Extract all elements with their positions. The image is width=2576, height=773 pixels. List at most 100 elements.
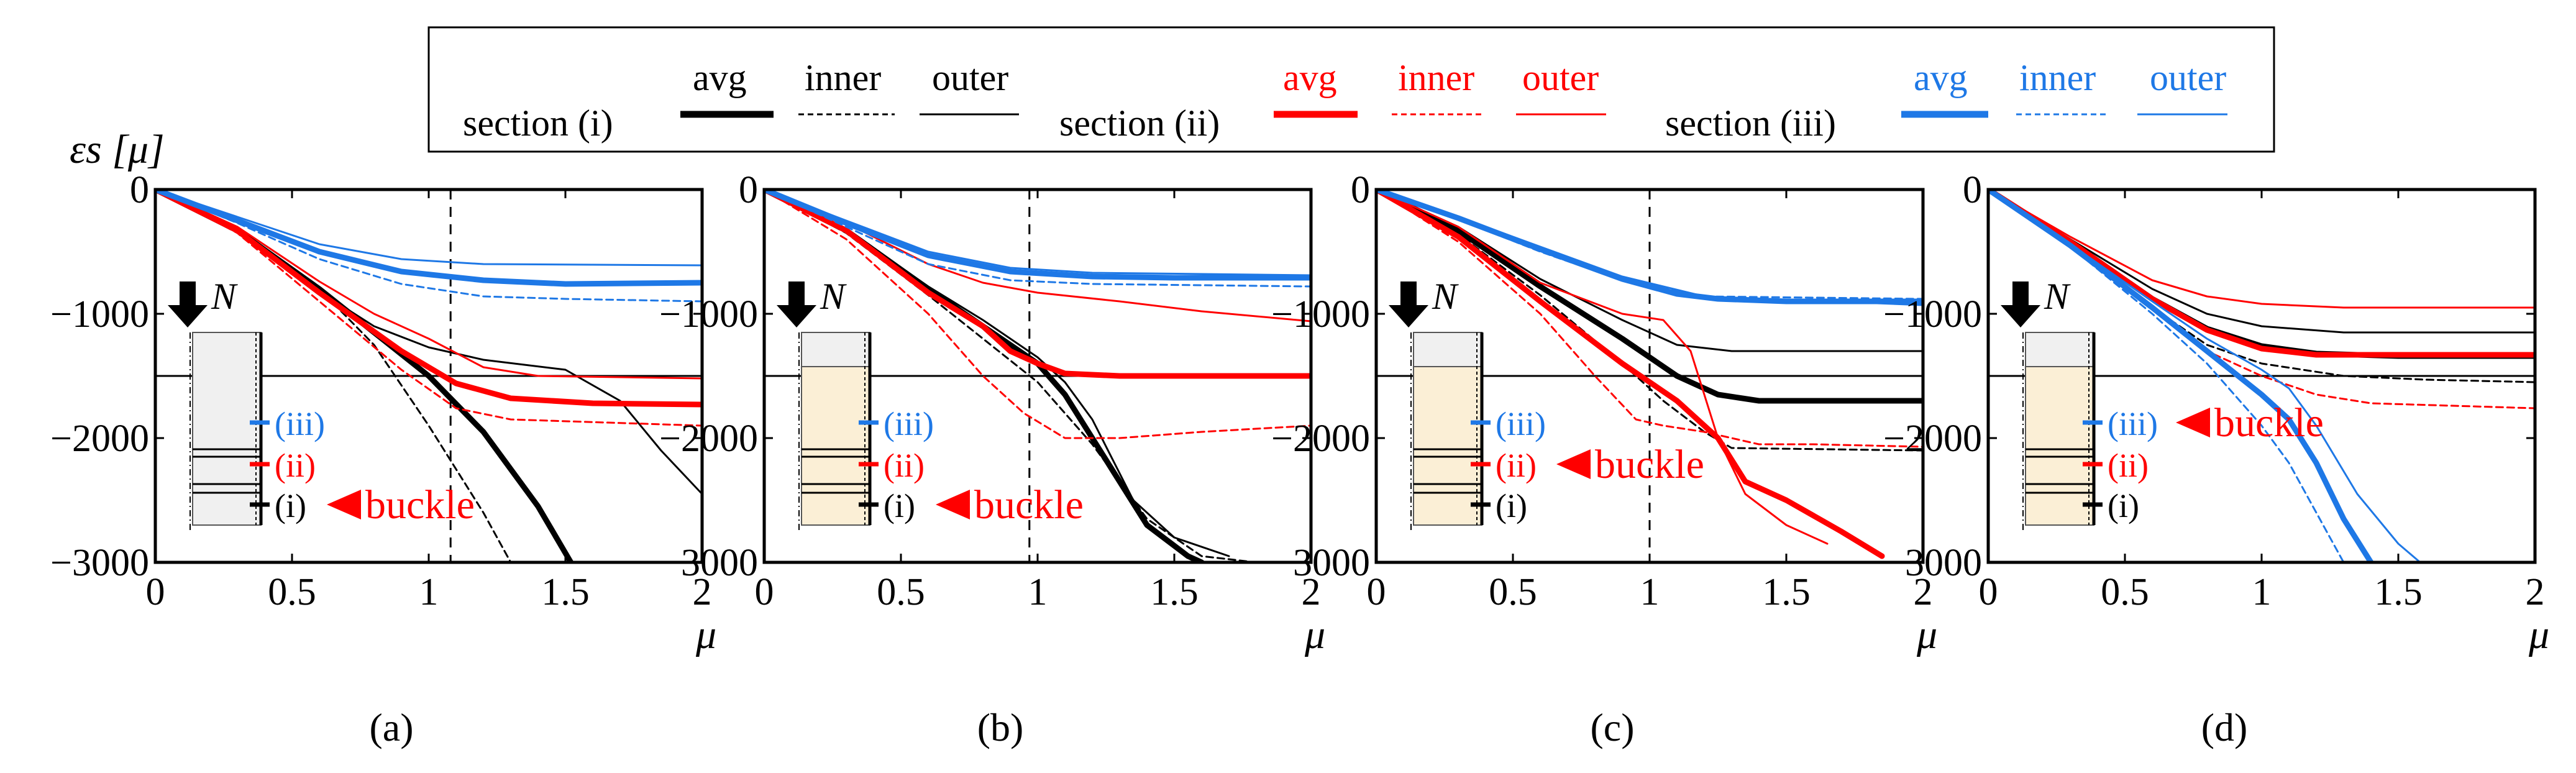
legend-section-iii-inner: inner — [2019, 57, 2096, 98]
x-tick-label: 0.5 — [877, 571, 925, 613]
y-tick-label: −1000 — [50, 293, 149, 336]
series-ii-inner — [1376, 190, 1923, 448]
x-tick-label: 0 — [1367, 571, 1386, 613]
series-iii-outer — [1988, 190, 2421, 562]
x-tick-label: 0 — [755, 571, 774, 613]
wall-inset: N (iii) (ii)(i) buckle — [777, 276, 1084, 530]
x-tick-label: 0.5 — [268, 571, 316, 613]
series-ii-avg — [764, 190, 1311, 379]
series-ii-inner — [764, 190, 1311, 439]
y-tick-label: −2000 — [1883, 418, 1982, 460]
legend-section-ii-label: section (ii) — [1059, 103, 1220, 144]
y-tick-label: 0 — [1963, 169, 1982, 211]
section-i-label: (i) — [1496, 487, 1527, 524]
wall-body — [1413, 366, 1482, 526]
buckle-label: buckle — [2214, 400, 2324, 446]
x-tick-label: 0 — [146, 571, 165, 613]
y-tick-label: −2000 — [1271, 418, 1370, 460]
y-tick-label: −1000 — [659, 293, 758, 336]
series-iii-avg — [764, 190, 1311, 281]
x-tick-label: 2 — [1914, 571, 1933, 613]
buckle-label: buckle — [365, 482, 475, 528]
wall-inset: N (iii) (ii) buckle (i) — [1389, 276, 1704, 530]
section-ii-label: (ii) — [884, 447, 925, 484]
x-tick-label: 1 — [419, 571, 439, 613]
x-tick-label: 2 — [2526, 571, 2545, 613]
y-tick-label: −3000 — [1883, 542, 1982, 584]
load-label: N — [820, 276, 847, 317]
y-tick-label: 0 — [130, 169, 149, 211]
load-arrow-head — [777, 305, 816, 327]
y-tick-label: −1000 — [1883, 293, 1982, 336]
x-tick-label: 1.5 — [541, 571, 590, 613]
y-tick-label: 0 — [739, 169, 758, 211]
panel-b: 0 0.5 1 1.5 2 0 −1000 −2000 −3000 μ (b) N (iii) (ii)(… — [659, 169, 1325, 749]
y-tick-label: −3000 — [50, 542, 149, 584]
wall-body — [801, 366, 870, 526]
wall-inset: N (iii) buckle (ii)(i) — [2001, 276, 2324, 530]
wall-top — [1413, 332, 1482, 367]
series-i-avg — [1988, 190, 2535, 359]
y-tick-label: −3000 — [1271, 542, 1370, 584]
legend-frame — [427, 26, 2275, 153]
section-i-label: (i) — [275, 487, 306, 524]
series-ii-outer — [764, 190, 1311, 322]
series-iii-avg — [1376, 190, 1923, 304]
wall-inset: N (iii) (ii)(i) buckle — [168, 276, 475, 530]
buckle-arrow — [2176, 408, 2210, 437]
x-tick-label: 1.5 — [2374, 571, 2423, 613]
section-iii-label: (iii) — [884, 405, 934, 442]
y-tick-label: −2000 — [659, 418, 758, 460]
load-arrow-head — [1389, 305, 1428, 327]
section-i-label: (i) — [884, 487, 915, 524]
wall-body — [2025, 366, 2094, 526]
panel-c: 0 0.5 1 1.5 2 0 −1000 −2000 −3000 μ (c) N (iii) (ii) b… — [1271, 169, 1937, 749]
load-arrow-shaft — [2012, 281, 2029, 306]
x-tick-label: 0.5 — [1489, 571, 1537, 613]
series-ii-avg — [1376, 190, 1885, 559]
load-arrow-head — [2001, 305, 2040, 327]
legend-section-iii-outer: outer — [2150, 57, 2226, 98]
series-group — [764, 190, 1311, 562]
load-label: N — [2044, 276, 2071, 317]
series-ii-avg — [1988, 190, 2535, 358]
y-tick-label: 0 — [1351, 169, 1370, 211]
section-ii-label: (ii) — [1496, 447, 1537, 484]
load-arrow-shaft — [180, 281, 196, 306]
section-iii-label: (iii) — [1496, 405, 1546, 442]
panels: 0 0.5 1 1.5 20−1000−2000−3000μ(a)N(iii)(ii)(… — [50, 169, 2549, 749]
buckle-arrow — [327, 490, 361, 519]
series-i-avg — [1376, 190, 1923, 404]
series-ii-inner — [155, 190, 702, 427]
series-iii-avg — [155, 190, 702, 287]
x-tick-label: 1 — [1028, 571, 1048, 613]
series-iii-inner — [764, 190, 1311, 288]
section-iii-label: (iii) — [275, 405, 325, 442]
x-tick-label: 0 — [1979, 571, 1998, 613]
buckle-arrow — [936, 490, 970, 519]
legend-section-i-label: section (i) — [463, 103, 613, 144]
y-tick-label: −1000 — [1271, 293, 1370, 336]
wall-body — [192, 332, 262, 526]
x-tick-label: 0.5 — [2101, 571, 2149, 613]
legend-section-ii-inner: inner — [1398, 57, 1474, 98]
series-iii-outer — [764, 190, 1311, 277]
legend-section-iii-label: section (iii) — [1665, 103, 1836, 144]
x-axis-symbol: μ — [1916, 612, 1937, 657]
section-iii-label: (iii) — [2108, 405, 2158, 442]
legend-section-i-inner: inner — [805, 57, 881, 98]
wall-top — [2025, 332, 2094, 367]
series-group — [1376, 190, 1923, 559]
wall-top — [801, 332, 870, 367]
buckle-label: buckle — [974, 482, 1084, 528]
series-i-inner — [1376, 190, 1923, 452]
panel-a: 0 0.5 1 1.5 2 0 −1000 −2000 −3000 μ (a) N (iii) (ii)(… — [50, 169, 716, 749]
x-tick-label: 1.5 — [1150, 571, 1199, 613]
series-iii-outer — [1376, 190, 1923, 306]
series-group — [155, 190, 702, 562]
panel-label: (b) — [977, 705, 1024, 749]
panel-label: (d) — [2201, 705, 2248, 749]
legend-section-i-outer: outer — [932, 57, 1008, 98]
y-axis-symbol: εs [μ] — [70, 127, 165, 172]
